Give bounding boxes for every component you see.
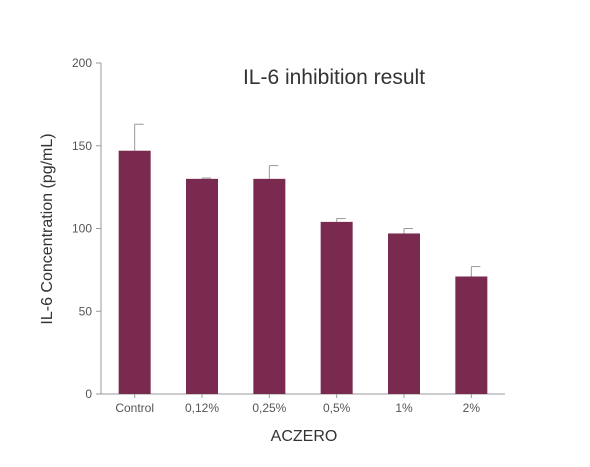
x-tick-label: 2% [463,401,481,415]
x-axis-title: ACZERO [271,428,338,445]
x-tick-label: 0,5% [323,401,351,415]
bar [186,178,218,394]
y-tick-label: 200 [72,56,92,70]
y-tick-labels: 0 50 100 150 200 [72,56,92,401]
y-axis-title: IL-6 Concentration (pg/mL) [39,133,56,324]
y-tick-label: 0 [85,387,92,401]
y-tick-label: 150 [72,139,92,153]
y-tick-label: 50 [79,304,93,318]
bar [388,233,420,394]
x-tick-label: 0,12% [185,401,219,415]
error-bars [134,123,481,277]
bar [320,221,353,394]
x-tick-labels: Control 0,12% 0,25% 0,5% 1% 2% [115,401,480,415]
x-tick-label: Control [115,401,154,415]
bar [253,178,286,394]
axes [96,62,505,398]
x-tick-label: 0,25% [252,401,286,415]
bars [118,150,488,394]
x-tick-label: 1% [395,401,413,415]
bar [455,276,488,394]
y-tick-label: 100 [72,222,92,236]
chart-title: IL-6 inhibition result [243,66,425,89]
bar [118,150,151,394]
